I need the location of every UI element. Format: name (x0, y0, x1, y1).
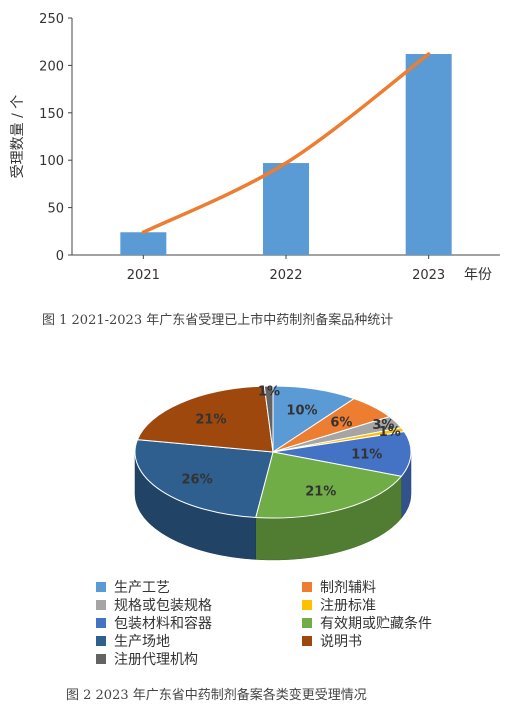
pie-data-label: 21% (305, 485, 336, 500)
legend-label: 制剂辅料 (320, 579, 376, 596)
y-tick-label: 150 (39, 107, 64, 122)
x-tick-label: 2022 (269, 268, 302, 283)
pie-data-label: 1% (258, 385, 280, 400)
y-tick-label: 50 (47, 202, 64, 217)
trend-line (141, 52, 431, 234)
legend-item: 注册标准 (302, 596, 376, 614)
x-axis-label: 年份 (464, 267, 492, 283)
legend-item: 注册代理机构 (96, 650, 198, 668)
legend-label: 包装材料和容器 (114, 615, 212, 632)
pie-side-walls (134, 451, 412, 561)
legend-item: 说明书 (302, 632, 362, 650)
legend-item: 包装材料和容器 (96, 614, 212, 632)
legend-swatch (96, 653, 106, 664)
legend-swatch (302, 617, 312, 628)
bar-chart-figure-1: 0 50 100 150 200 250 受理数量 / 个 2021 2022 2023 年份 (10, 12, 500, 283)
pie-slice (263, 385, 274, 453)
pie-data-label: 26% (182, 472, 213, 487)
figure-2-caption: 图 2 2023 年广东省中药制剂备案各类变更受理情况 (66, 688, 367, 703)
pie-data-label: 1% (379, 425, 401, 440)
x-tick-label: 2021 (127, 268, 160, 283)
pie-slice (255, 451, 403, 519)
legend-label: 生产工艺 (114, 579, 170, 596)
pie-slice (272, 385, 356, 453)
bar (120, 232, 167, 255)
legend-label: 生产场地 (114, 633, 170, 650)
pie-top-faces (134, 385, 412, 519)
y-tick-label: 0 (56, 249, 64, 264)
bar (263, 163, 309, 255)
legend-item: 生产场地 (96, 632, 170, 650)
y-tick-label: 100 (39, 154, 64, 169)
legend-item: 规格或包装规格 (96, 596, 212, 614)
legend-swatch (96, 581, 106, 592)
pie-slice (272, 431, 412, 477)
y-tick-label: 250 (39, 12, 64, 27)
pie-data-label: 3% (372, 418, 394, 433)
pie-chart-figure-2: 10%6% 3%1%11%21%26%21%1% (134, 385, 412, 561)
legend-item: 有效期或贮藏条件 (302, 614, 432, 632)
legend-swatch (96, 617, 106, 628)
legend-label: 注册标准 (320, 597, 376, 614)
pie-data-label: 10% (286, 403, 317, 418)
y-tick-label: 200 (39, 59, 64, 74)
figure-1-caption: 图 1 2021-2023 年广东省受理已上市中药制剂备案品种统计 (42, 313, 394, 328)
legend-swatch (96, 599, 106, 610)
x-tick-label: 2023 (412, 268, 445, 283)
legend-label: 规格或包装规格 (114, 597, 212, 614)
legend-label: 注册代理机构 (114, 651, 198, 668)
legend-label: 说明书 (320, 633, 362, 650)
pie-slice (134, 439, 274, 519)
legend-swatch (302, 581, 312, 592)
pie-labels: 10%6% 3%1%11%21%26%21%1% (182, 385, 401, 500)
legend-label: 有效期或贮藏条件 (320, 615, 432, 632)
pie-data-label: 21% (195, 412, 226, 427)
bar (405, 54, 452, 255)
y-axis-label: 受理数量 / 个 (10, 95, 26, 179)
legend-swatch (96, 635, 106, 646)
pie-data-label: 6% (330, 415, 352, 430)
legend-item: 生产工艺 (96, 578, 170, 596)
legend-swatch (302, 599, 312, 610)
legend-swatch (302, 635, 312, 646)
pie-slice (136, 385, 274, 453)
pie-data-label: 11% (351, 447, 382, 462)
legend-item: 制剂辅料 (302, 578, 376, 596)
